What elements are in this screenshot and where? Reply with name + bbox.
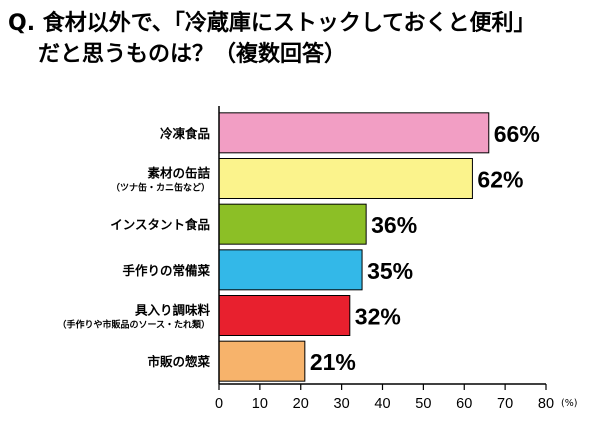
bar — [218, 158, 473, 199]
category-label: インスタント食品 — [110, 217, 210, 232]
x-axis-unit: (%) — [561, 398, 577, 409]
value-label: 62% — [477, 167, 523, 193]
category-label: 市販の惣菜 — [147, 354, 210, 369]
x-tick-label: 10 — [252, 396, 268, 412]
x-tick-label: 40 — [374, 396, 390, 412]
category-label: 具入り調味料 — [134, 303, 211, 318]
bar — [218, 203, 367, 245]
bar — [218, 112, 490, 154]
x-tick-label: 60 — [456, 396, 472, 412]
category-sublabel: （手作りや市販品のソース・たれ類） — [57, 319, 210, 331]
question-title: Q. 食材以外で、「冷蔵庫にストックしておくと便利」 だと思うものは？（複数回答… — [8, 8, 593, 70]
value-label: 21% — [310, 349, 356, 375]
category-label: 手作りの常備菜 — [122, 263, 210, 278]
x-tick-label: 0 — [215, 396, 223, 412]
x-tick-label: 70 — [497, 396, 513, 412]
value-label: 66% — [494, 121, 540, 147]
category-sublabel: （ツナ缶・カニ缶など） — [111, 182, 210, 194]
x-tick-label: 50 — [415, 396, 431, 412]
x-tick-label: 80 — [538, 396, 554, 412]
value-label: 35% — [367, 258, 413, 284]
bar — [218, 340, 306, 382]
bar — [218, 249, 363, 291]
x-tick-label: 20 — [293, 396, 309, 412]
bar — [218, 295, 351, 336]
value-label: 32% — [355, 304, 401, 330]
x-tick-label: 30 — [334, 396, 350, 412]
question-line-2: だと思うものは？（複数回答） — [38, 42, 347, 67]
value-label: 36% — [371, 212, 417, 238]
category-label: 素材の缶詰 — [147, 166, 210, 181]
question-line-1: Q. 食材以外で、「冷蔵庫にストックしておくと便利」 — [8, 11, 536, 36]
category-label: 冷凍食品 — [160, 126, 210, 141]
